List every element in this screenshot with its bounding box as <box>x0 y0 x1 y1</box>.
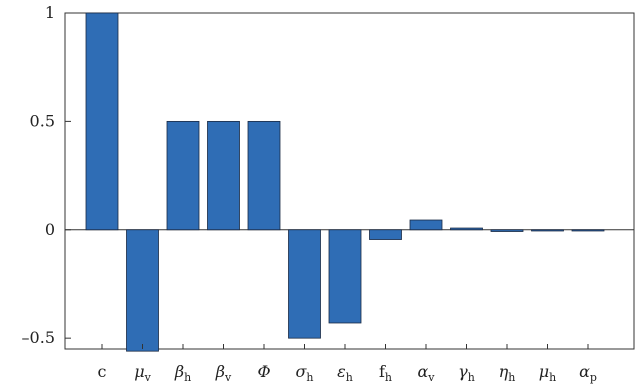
bar <box>328 229 362 324</box>
bar <box>126 229 159 352</box>
y-tick-label: 0 <box>45 220 55 239</box>
x-tick-label: ηh <box>499 362 516 384</box>
x-tick-label: γh <box>458 362 475 384</box>
bar <box>490 229 524 232</box>
bar <box>571 229 605 232</box>
x-tick-label: βv <box>215 362 232 384</box>
y-tick-label: 0.5 <box>30 111 55 130</box>
bar <box>450 227 483 231</box>
y-tick-label: –0.5 <box>22 328 55 347</box>
bar <box>369 229 402 240</box>
x-tick-label: fh <box>379 362 392 384</box>
bar <box>207 120 240 231</box>
x-tick-label: αv <box>417 362 435 384</box>
x-tick-label: μv <box>134 362 151 384</box>
x-tick-label: σh <box>295 362 313 384</box>
x-tick-label: εh <box>337 362 353 384</box>
y-tick-label: 1 <box>45 3 55 22</box>
bar <box>247 120 281 231</box>
x-tick-label: c <box>98 362 107 381</box>
x-tick-label: μh <box>539 362 557 384</box>
x-tick-label: αp <box>579 362 597 384</box>
bar <box>85 12 119 231</box>
bar <box>288 229 321 339</box>
bars <box>85 12 605 352</box>
bar <box>166 120 200 231</box>
plot-frame <box>64 12 635 350</box>
x-tick-label: βh <box>174 362 191 384</box>
x-tick-label: Φ <box>257 362 270 381</box>
bar <box>409 219 443 231</box>
bar <box>531 229 564 232</box>
